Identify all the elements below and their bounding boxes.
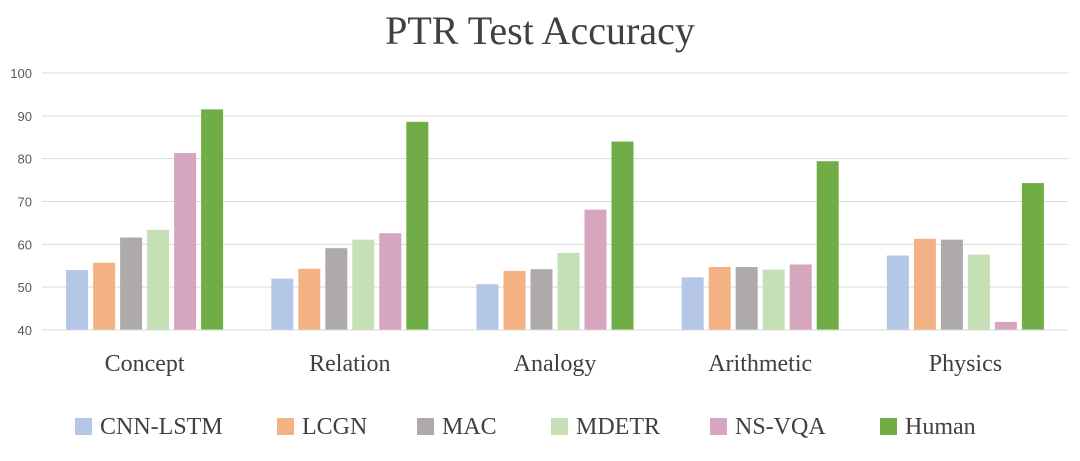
y-tick-label: 50 (18, 280, 32, 295)
bar-cnn-lstm-concept (66, 270, 89, 330)
legend-label: Human (905, 414, 976, 440)
bar-mdetr-physics (967, 254, 990, 330)
legend-label: MDETR (576, 414, 660, 440)
legend-swatch (551, 418, 568, 435)
bar-lcgn-arithmetic (708, 267, 731, 330)
bar-cnn-lstm-analogy (476, 284, 499, 330)
bar-mdetr-concept (147, 229, 170, 330)
legend-swatch (880, 418, 897, 435)
category-label: Arithmetic (708, 351, 812, 377)
y-axis-tick-labels: 40 50 60 70 80 90 100 (10, 66, 32, 338)
bar-cnn-lstm-arithmetic (681, 277, 704, 330)
bar-human-physics (1021, 183, 1044, 330)
bar-lcgn-physics (913, 238, 936, 330)
bar-human-analogy (611, 141, 634, 330)
legend-swatch (417, 418, 434, 435)
y-tick-label: 80 (18, 152, 32, 167)
y-tick-label: 100 (10, 66, 32, 81)
legend-swatch (277, 418, 294, 435)
bar-human-relation (406, 121, 429, 330)
bar-mac-analogy (530, 269, 553, 330)
category-labels: Concept Relation Analogy Arithmetic Physics (105, 351, 1002, 377)
category-label: Analogy (514, 351, 597, 377)
bar-lcgn-analogy (503, 270, 526, 330)
bar-cnn-lstm-relation (271, 278, 294, 330)
chart-title: PTR Test Accuracy (385, 8, 695, 53)
bar-lcgn-concept (93, 262, 116, 330)
bar-human-concept (201, 109, 224, 331)
bar-ns-vqa-analogy (584, 209, 607, 330)
bar-mac-arithmetic (735, 267, 758, 330)
y-tick-label: 40 (18, 323, 32, 338)
bar-mac-relation (325, 248, 348, 330)
bar-mdetr-relation (352, 239, 375, 330)
legend-label: CNN-LSTM (100, 414, 223, 440)
legend-label: LCGN (302, 414, 367, 440)
bar-mac-physics (940, 239, 963, 330)
legend-label: NS-VQA (735, 414, 826, 440)
bar-human-arithmetic (816, 161, 839, 330)
legend-swatch (75, 418, 92, 435)
bar-ns-vqa-relation (379, 233, 402, 330)
bars (66, 109, 1044, 331)
bar-mac-concept (120, 237, 143, 330)
bar-cnn-lstm-physics (886, 255, 909, 330)
bar-ns-vqa-arithmetic (789, 264, 812, 330)
bar-lcgn-relation (298, 268, 321, 330)
legend-label: MAC (442, 414, 497, 440)
category-label: Concept (105, 351, 185, 377)
category-label: Physics (929, 351, 1002, 377)
legend-swatch (710, 418, 727, 435)
y-tick-label: 70 (18, 195, 32, 210)
bar-ns-vqa-physics (994, 321, 1017, 330)
bar-ns-vqa-concept (174, 153, 197, 330)
bar-mdetr-analogy (557, 252, 580, 330)
category-label: Relation (309, 351, 390, 377)
legend: CNN-LSTM LCGN MAC MDETR NS-VQA Human (75, 414, 976, 440)
bar-mdetr-arithmetic (762, 269, 785, 330)
y-tick-label: 60 (18, 237, 32, 252)
y-tick-label: 90 (18, 109, 32, 124)
